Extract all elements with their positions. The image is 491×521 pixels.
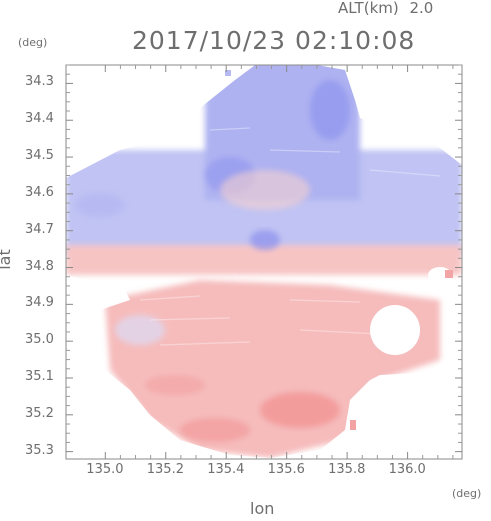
x-tick-label: 135.6	[267, 462, 305, 477]
y-tick-label: 34.6	[25, 184, 54, 200]
x-tick-label: 135.8	[328, 462, 366, 477]
y-tick-label: 34.7	[25, 221, 54, 237]
y-tick-label: 34.5	[25, 148, 54, 164]
x-tick-label: 135.2	[146, 462, 184, 477]
y-tick-label: 35.2	[25, 405, 54, 421]
x-tick-label: 135.0	[86, 462, 124, 477]
y-tick-label: 35.0	[25, 332, 54, 348]
x-tick-label: 135.4	[207, 462, 245, 477]
y-tick-label: 35.3	[25, 442, 54, 458]
x-unit-label: (deg)	[452, 487, 482, 500]
x-tick-label: 136.0	[388, 462, 426, 477]
x-axis-ticks	[104, 65, 454, 459]
y-tick-label: 34.8	[25, 258, 54, 274]
y-tick-label: 34.4	[25, 111, 54, 127]
plot-frame	[65, 64, 463, 460]
y-axis-label: lat	[0, 249, 14, 270]
y-unit-label: (deg)	[18, 36, 48, 49]
y-tick-label: 34.9	[25, 295, 54, 311]
altitude-label-text: ALT(km)	[338, 0, 399, 17]
radar-velocity-field	[66, 65, 462, 458]
y-tick-label: 35.1	[25, 368, 54, 384]
altitude-value: 2.0	[409, 0, 434, 17]
timestamp: 2017/10/23 02:10:08	[132, 26, 416, 55]
altitude-label: ALT(km) 2.0	[338, 0, 433, 17]
y-tick-label: 34.3	[25, 74, 54, 90]
y-axis-ticks	[66, 64, 462, 453]
x-axis-label: lon	[250, 499, 275, 518]
